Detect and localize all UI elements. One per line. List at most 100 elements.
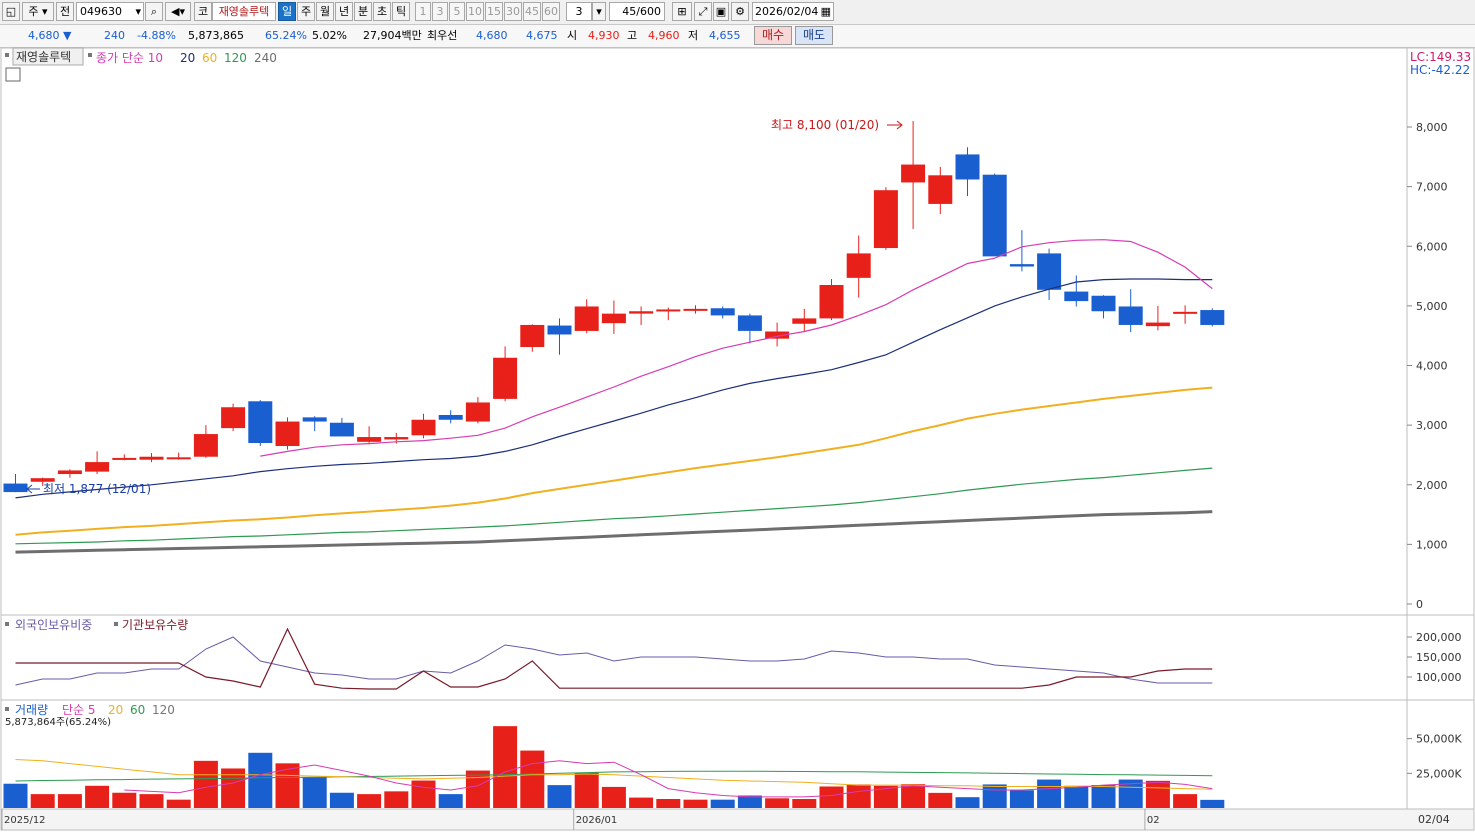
volume-bar [357, 794, 382, 808]
candle-body [3, 483, 28, 493]
minute-opt-10[interactable]: 10 [466, 2, 484, 21]
volume-bar [1091, 785, 1116, 808]
interval-3[interactable]: 년 [335, 2, 353, 21]
volume-bar [438, 794, 463, 808]
minute-opt-5[interactable]: 5 [449, 2, 465, 21]
candle-body [30, 478, 55, 482]
x-end-label: 02/04 [1418, 813, 1450, 826]
stock-name-box [12, 47, 84, 66]
legend-ma60: 60 [202, 51, 217, 65]
minute-opt-30[interactable]: 30 [504, 2, 522, 21]
sell-button[interactable]: 매도 [795, 26, 833, 45]
interval-2[interactable]: 월 [316, 2, 334, 21]
volume-bar [1009, 790, 1034, 808]
chevron-down-icon: ▾ [135, 5, 141, 18]
volume-bar [85, 785, 110, 808]
interval-1[interactable]: 주 [297, 2, 315, 21]
volume-bar [1145, 780, 1170, 808]
speaker-icon[interactable]: ◀▾ [165, 2, 191, 21]
y-tick-label: 5,000 [1416, 300, 1448, 313]
search-icon[interactable]: ⌕ [145, 2, 163, 21]
y-tick-label: 2,000 [1416, 479, 1448, 492]
stock-code-input[interactable]: 049630 ▾ [76, 2, 144, 21]
candle-body [765, 331, 790, 339]
volume-bar [656, 798, 681, 808]
volume-bar [329, 792, 354, 808]
stock-code-value: 049630 [80, 5, 122, 18]
gear-icon[interactable]: ⚙ [731, 2, 749, 21]
buy-button[interactable]: 매수 [754, 26, 792, 45]
candle-body [520, 324, 545, 348]
vol-ma60-line [15, 770, 1213, 782]
interval-6[interactable]: 틱 [392, 2, 410, 21]
y-tick-label: 200,000 [1416, 631, 1462, 644]
volume-bar [248, 752, 273, 808]
quote-bar: 4,680 ▼ 240 -4.88% 5,873,865 65.24% 5.02… [0, 25, 1475, 48]
minute-opt-45[interactable]: 45 [523, 2, 541, 21]
legend-ma240: 240 [254, 51, 277, 65]
candle-body [574, 306, 599, 331]
current-price: 4,680 ▼ [28, 29, 72, 42]
candle-body [792, 318, 817, 324]
interval-5[interactable]: 초 [373, 2, 391, 21]
x-tick-label: 02 [1147, 815, 1160, 826]
interval-4[interactable]: 분 [354, 2, 372, 21]
volume-bar [3, 783, 28, 808]
minute-opt-60[interactable]: 60 [542, 2, 560, 21]
max-annotation: 최고 8,100 (01/20) [771, 118, 879, 132]
volume-bar [166, 799, 191, 808]
x-tick-label: 2025/12 [4, 815, 46, 826]
layout-icon[interactable]: ◱ [2, 2, 20, 21]
ma240-line [15, 510, 1213, 554]
mode-button[interactable]: 전 [56, 2, 74, 21]
legend-ma10: 종가 단순 10 [96, 51, 163, 65]
change-rate: -4.88% [137, 29, 176, 42]
legend-marker [5, 53, 9, 57]
vol-ma20-line [15, 759, 1213, 790]
high-label: 고 [627, 29, 638, 42]
candle-body [1091, 295, 1116, 312]
open-price: 4,930 [588, 29, 620, 42]
candle-body [112, 457, 137, 460]
legend-marker [88, 53, 92, 57]
volume-bar [629, 797, 654, 808]
legend-volume: 거래량 [15, 703, 48, 717]
y-tick-label: 50,000K [1416, 733, 1462, 746]
volume-bar [601, 786, 626, 808]
period-select[interactable]: 주 ▾ [22, 2, 54, 21]
candle-body [302, 417, 327, 422]
candle-body [384, 437, 409, 440]
legend-marker [5, 707, 9, 711]
minute-opt-15[interactable]: 15 [485, 2, 503, 21]
volume-bar [465, 770, 490, 808]
ma10-line [260, 239, 1213, 457]
minute-opt-1[interactable]: 1 [415, 2, 431, 21]
count-input[interactable]: 3 [566, 2, 592, 21]
best-quote-label: 최우선 [427, 29, 458, 42]
x-tick-label: 2026/01 [576, 815, 618, 826]
volume-current: 5,873,864주(65.24%) [5, 717, 111, 728]
minute-opt-3[interactable]: 3 [432, 2, 448, 21]
volume-bar [112, 792, 137, 808]
zoom-in-icon[interactable]: ⊞ [672, 2, 692, 21]
interval-0[interactable]: 일 [278, 2, 296, 21]
date-input[interactable]: 2026/02/04 ▦ [752, 2, 834, 21]
min-annotation: 최저 1,877 (12/01) [43, 482, 151, 496]
candle-body [465, 402, 490, 422]
tools-icon[interactable]: ⤢ [694, 2, 712, 21]
price-change: 240 [104, 29, 125, 42]
stock-chart[interactable]: 8,000 7,000 6,000 5,000 4,000 3,000 2,000 1,000… [0, 47, 1475, 831]
candle-body [1064, 291, 1089, 302]
legend-vol-ma120: 120 [152, 703, 175, 717]
save-icon[interactable]: ▣ [713, 2, 729, 21]
legend-ma20: 20 [180, 51, 195, 65]
volume-value: 5,873,865 [188, 29, 244, 42]
volume-bar [139, 794, 164, 808]
candle-body [901, 164, 926, 183]
chart-area[interactable]: 8,000 7,000 6,000 5,000 4,000 3,000 2,000 1,000… [0, 47, 1475, 831]
volume-bar [57, 794, 82, 808]
volume-bar [193, 760, 218, 808]
volume-bar [1064, 785, 1089, 808]
count-dropdown-icon[interactable]: ▾ [592, 2, 606, 21]
legend-vol-ma20: 20 [108, 703, 123, 717]
